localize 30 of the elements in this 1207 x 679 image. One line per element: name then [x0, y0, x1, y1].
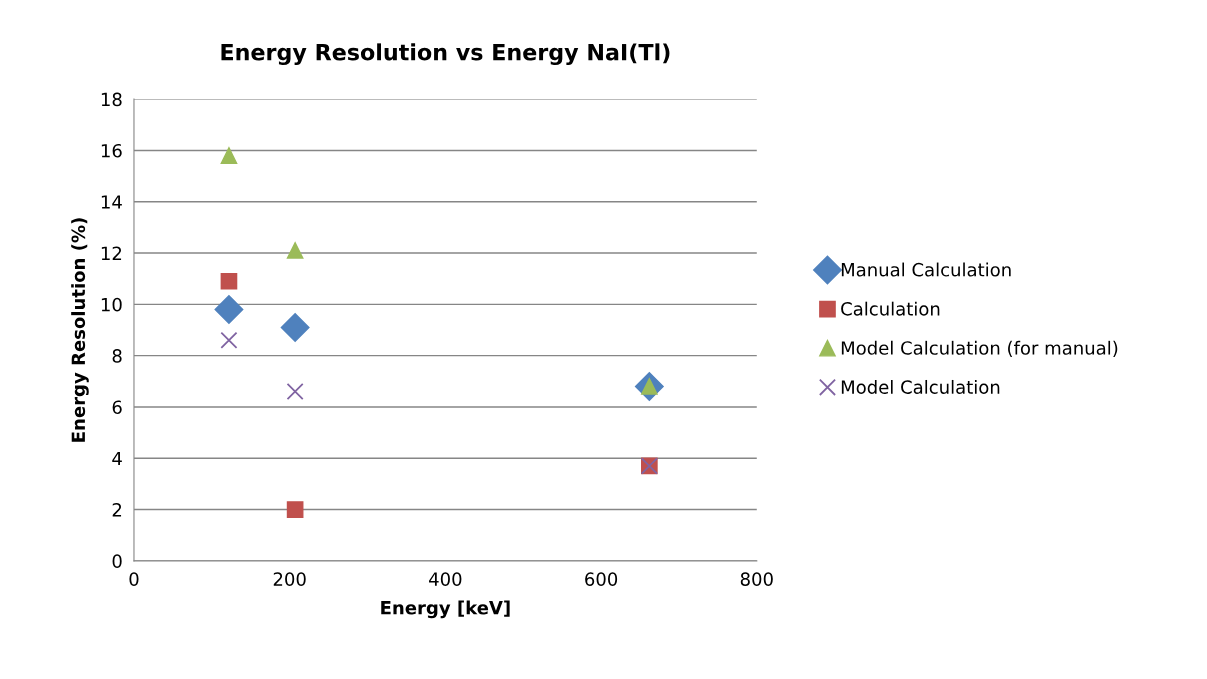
y-tick-label: 8	[112, 349, 122, 363]
y-tick-label: 16	[101, 143, 122, 158]
legend-label: Model Calculation (for manual)	[841, 340, 1118, 357]
y-tick-label: 12	[101, 246, 122, 260]
point	[214, 295, 244, 324]
x-tick-label: 400	[429, 572, 462, 586]
y-tick-label: 14	[101, 195, 122, 209]
point	[220, 147, 238, 164]
point	[286, 383, 304, 401]
x-tick-label: 600	[585, 572, 618, 586]
y-tick-label: 0	[112, 554, 122, 568]
chart-title: Energy Resolution vs Energy NaI(Tl)	[221, 43, 670, 66]
point	[286, 501, 304, 518]
x-tick-label: 200	[273, 572, 306, 586]
point	[220, 272, 238, 290]
y-tick-label: 18	[101, 92, 122, 107]
y-tick-label: 10	[101, 297, 122, 312]
legend-label: Calculation	[841, 301, 940, 316]
point	[286, 242, 304, 259]
point	[280, 312, 310, 342]
y-tick-label: 4	[112, 451, 122, 466]
x-tick-label: 0	[129, 572, 139, 586]
legend-label: Model Calculation	[841, 379, 1000, 394]
y-axis-title: Energy Resolution (%)	[71, 218, 89, 442]
y-tick-label: 6	[112, 400, 122, 415]
legend-label: Manual Calculation	[841, 262, 1011, 277]
point	[220, 331, 238, 349]
y-tick-label: 2	[112, 503, 122, 517]
x-tick-label: 800	[740, 572, 773, 586]
x-axis-title: Energy [keV]	[381, 600, 510, 619]
